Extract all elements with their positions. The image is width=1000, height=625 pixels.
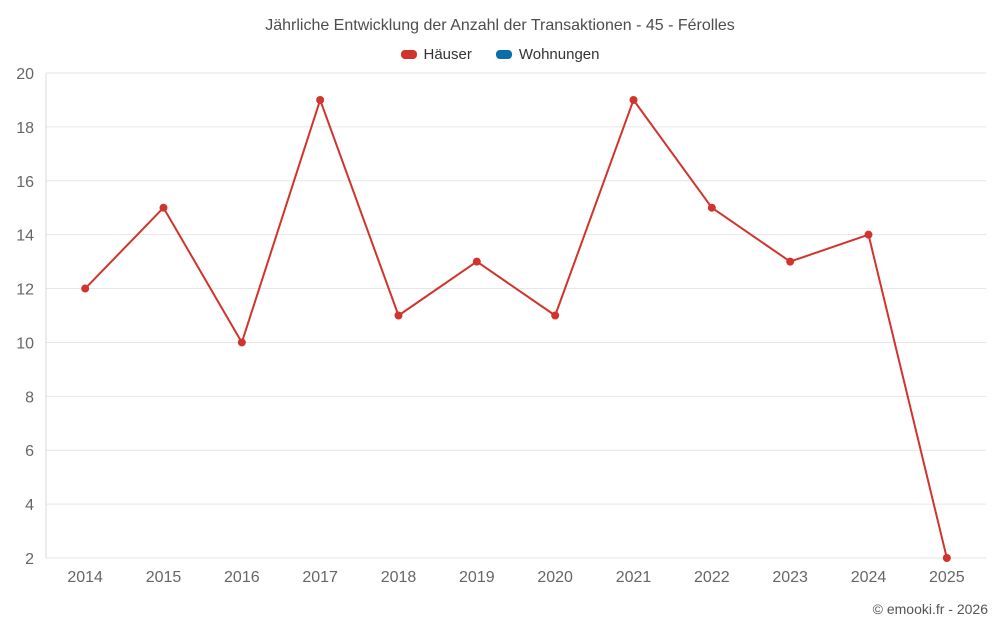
legend-label: Wohnungen [518,46,600,63]
series-line-häuser [84,98,948,559]
x-tick-label: 2023 [772,569,808,586]
y-tick-label: 14 [16,228,34,245]
y-tick-label: 4 [25,497,34,514]
legend-label: Häuser [423,46,472,63]
data-point-häuser [159,203,168,212]
chart-title: Jährliche Entwicklung der Anzahl der Tra… [265,17,735,34]
data-point-häuser [629,95,638,104]
legend-item-wohnungen[interactable]: Wohnungen [495,46,600,63]
x-tick-label: 2021 [616,569,652,586]
x-tick-label: 2014 [67,569,103,586]
x-tick-label: 2020 [537,569,573,586]
data-point-häuser [786,257,795,266]
y-tick-label: 16 [16,174,34,191]
data-point-häuser [707,203,716,212]
legend-swatch [495,50,512,59]
chart-legend: Häuser Wohnungen [0,46,1000,63]
x-tick-label: 2017 [302,569,338,586]
y-tick-label: 6 [25,443,34,460]
y-tick-label: 20 [16,66,34,83]
data-point-häuser [942,554,951,562]
data-point-häuser [316,95,325,104]
y-tick-label: 8 [25,389,34,406]
x-tick-label: 2024 [851,569,887,586]
data-point-häuser [551,311,560,320]
chart-footer: © emooki.fr - 2026 [872,601,988,617]
x-tick-label: 2016 [224,569,260,586]
data-point-häuser [472,257,481,266]
x-tick-label: 2018 [381,569,417,586]
data-point-häuser [394,311,403,320]
legend-item-häuser[interactable]: Häuser [400,46,472,63]
y-tick-label: 2 [25,551,34,568]
y-tick-label: 18 [16,120,34,137]
legend-swatch [400,50,417,59]
x-tick-label: 2022 [694,569,730,586]
data-point-häuser [81,284,90,293]
y-tick-label: 12 [16,282,34,299]
data-point-häuser [864,230,873,239]
y-tick-label: 10 [16,335,34,352]
x-tick-label: 2025 [929,569,965,586]
x-tick-label: 2019 [459,569,495,586]
data-point-häuser [237,338,246,347]
x-tick-label: 2015 [146,569,182,586]
